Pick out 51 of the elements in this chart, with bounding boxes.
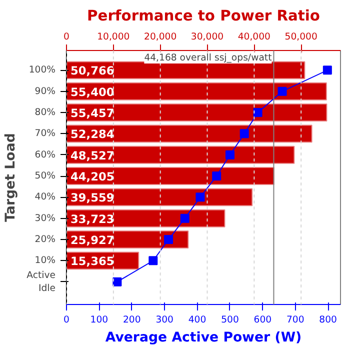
x-axis-title: Average Active Power (W) (105, 330, 302, 346)
point (164, 235, 174, 244)
data-label: 52,284 (70, 127, 114, 142)
data-label: 15,365 (70, 254, 114, 268)
y-tick-label: 80% (34, 107, 56, 118)
data-label: 33,723 (70, 212, 114, 226)
data-label: 50,766 (70, 64, 114, 78)
y-tick-label: 40% (34, 192, 56, 203)
y-tick-label: 60% (34, 149, 56, 160)
data-label: 55,400 (70, 84, 114, 99)
x-tick-label: 0 (64, 314, 70, 326)
point (212, 172, 222, 181)
x-tick-label: 800 (319, 314, 338, 326)
x2-tick-label: 0 (64, 32, 70, 42)
chart-title: Performance to Power Ratio (87, 8, 320, 24)
x2-tick-label: 50,000 (284, 32, 318, 42)
data-label: 55,457 (70, 106, 114, 120)
y-tick-label: Active Idle (26, 270, 56, 294)
x2-tick-label: 40,000 (238, 32, 271, 42)
x-tick-label: 300 (156, 314, 174, 326)
point (180, 214, 190, 223)
data-label: 25,927 (70, 233, 114, 248)
point (112, 277, 122, 286)
point (278, 86, 287, 96)
x-tick-label: 100 (90, 314, 108, 326)
x-tick-label: 500 (221, 314, 239, 326)
y-tick-label: 90% (34, 86, 56, 97)
point (322, 66, 332, 75)
y-axis-title: Target Load (4, 133, 19, 222)
y-tick-label: 100% (28, 64, 56, 76)
point (148, 256, 158, 266)
y-tick-label: 30% (34, 212, 56, 224)
point (240, 129, 249, 138)
x-tick-label: 200 (122, 314, 141, 326)
x-tick-label: 400 (188, 314, 206, 326)
data-label: 39,559 (70, 190, 114, 205)
point (225, 150, 234, 160)
point (196, 192, 205, 202)
x-tick-label: 700 (286, 314, 304, 326)
x2-tick-label: 10,000 (97, 32, 130, 42)
data-label: 48,527 (70, 148, 114, 162)
x-tick-label: 600 (254, 314, 272, 326)
ref-line-label: 44,168 overall ssj_ops/watt (144, 52, 272, 64)
x2-tick-label: 20,000 (144, 32, 177, 42)
data-label: 44,205 (70, 170, 114, 184)
x2-tick-label: 30,000 (190, 32, 224, 42)
point (253, 108, 262, 118)
y-tick-label: 70% (34, 128, 56, 140)
y-tick-label: 50% (34, 170, 56, 182)
y-tick-label: 20% (34, 234, 56, 246)
y-tick-label: 10% (34, 255, 56, 266)
